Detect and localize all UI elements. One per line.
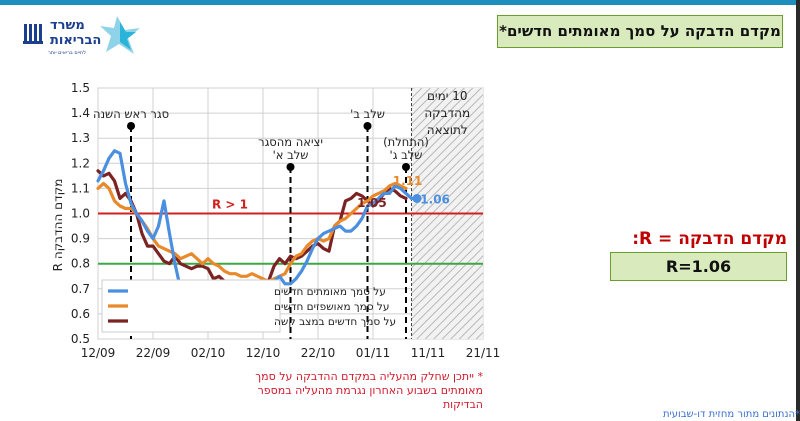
y-tick-label: 0.9	[71, 232, 90, 246]
y-tick-label: 0.8	[71, 257, 90, 271]
point-label: 1.05	[357, 196, 387, 210]
logo-line1: משרד	[50, 18, 85, 33]
logo-line2: הבריאות	[50, 33, 102, 48]
event-label: (התחלת)	[383, 135, 429, 149]
point-label: 1.06	[420, 192, 450, 206]
top-accent-bar	[0, 0, 800, 5]
legend-label: על סמך חדשים במצב קשה	[274, 316, 396, 328]
logo-tagline: לחיים בריאים יותר	[48, 50, 87, 56]
x-tick-label: 12/10	[246, 346, 281, 360]
legend-label: על סמך מאושפזים חדשים	[274, 301, 389, 313]
window-edge	[796, 0, 800, 421]
event-label: סגר ראש השנה	[93, 107, 169, 121]
y-tick-label: 1.1	[71, 181, 90, 195]
x-tick-label: 21/11	[466, 346, 501, 360]
event-label: יציאה מהסגר	[258, 135, 323, 149]
source-note: *הנתונים מתור מחזית דו-שבועית	[662, 409, 800, 420]
footnote: * ייתכן שחלק מהעליה במקדם ההדבקה על סמך …	[255, 370, 483, 411]
legend-label: על סמך מאומתים חדשים	[274, 286, 386, 298]
menorah-icon	[23, 24, 43, 44]
event-dot	[286, 163, 295, 171]
shaded-label: מהדבקה	[424, 106, 470, 120]
ministry-logo	[23, 16, 140, 54]
point-label: 1.11	[393, 174, 423, 188]
event-label: שלב ג'	[390, 148, 423, 162]
event-dot	[363, 122, 372, 130]
shaded-label: 10 ימים	[427, 89, 468, 103]
y-tick-label: 1.5	[71, 81, 90, 95]
x-tick-label: 22/09	[136, 346, 171, 360]
y-tick-label: 1.2	[71, 156, 90, 170]
slide-title: מקדם הדבקה על סמך מאומתים חדשים*	[497, 15, 783, 48]
axis-ticks: 0.5 0.6 0.7 0.8 0.9 1.0 1.1 1.2 1.3 1.4 1.5 12/09 22…	[71, 81, 500, 360]
x-tick-label: 11/11	[411, 346, 446, 360]
x-tick-label: 01/11	[356, 346, 391, 360]
r-value-box: R=1.06	[610, 252, 787, 281]
chart-legend: על סמך מאומתים חדשים על סמך מאושפזים חדשי…	[101, 279, 396, 333]
x-tick-label: 22/10	[301, 346, 336, 360]
legend-box	[101, 279, 281, 333]
y-tick-label: 1.3	[71, 131, 90, 145]
event-dot	[127, 122, 135, 130]
event-dot	[402, 163, 410, 171]
r-coefficient-label: מקדם הדבקה = R:	[632, 229, 787, 249]
event-label: שלב ב'	[350, 107, 385, 121]
y-tick-label: 1.4	[71, 106, 90, 120]
y-tick-label: 0.7	[71, 282, 90, 296]
y-axis-label: מקדם ההדבקה R	[51, 179, 65, 272]
reference-label: R > 1	[212, 198, 248, 212]
x-tick-label: 12/09	[81, 346, 116, 360]
y-tick-label: 0.6	[71, 307, 90, 321]
shaded-label: לתוצאה	[427, 123, 468, 137]
series-end-point	[412, 193, 422, 203]
y-tick-label: 0.5	[71, 332, 90, 346]
event-label: שלב א'	[273, 148, 309, 162]
x-tick-label: 02/10	[191, 346, 226, 360]
point-labels: 1.05 1.11 1.06	[357, 174, 450, 210]
y-tick-label: 1.0	[71, 207, 90, 221]
